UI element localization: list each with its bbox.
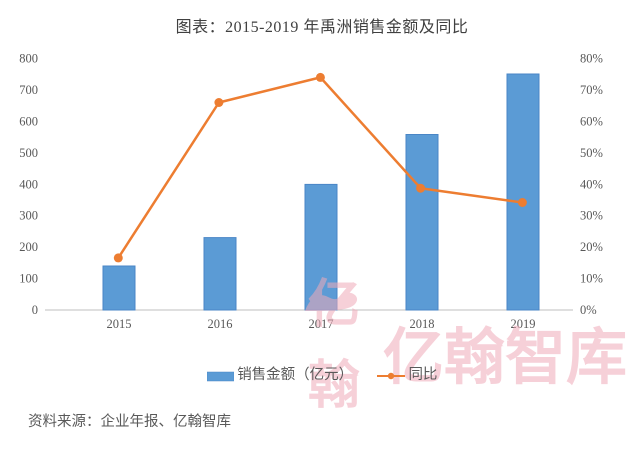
svg-text:10%: 10%: [580, 272, 603, 286]
svg-text:80%: 80%: [580, 52, 603, 66]
svg-text:30%: 30%: [580, 209, 603, 223]
svg-text:500: 500: [19, 146, 38, 160]
svg-text:0%: 0%: [580, 303, 597, 317]
svg-text:100: 100: [19, 272, 38, 286]
svg-text:700: 700: [19, 83, 38, 97]
svg-text:70%: 70%: [580, 83, 603, 97]
svg-text:亿: 亿: [308, 276, 360, 334]
svg-text:200: 200: [19, 240, 38, 254]
svg-text:0: 0: [32, 303, 38, 317]
svg-text:800: 800: [19, 52, 38, 66]
svg-text:600: 600: [19, 114, 38, 128]
svg-text:300: 300: [19, 209, 38, 223]
svg-text:50%: 50%: [580, 146, 603, 160]
svg-text:20%: 20%: [580, 240, 603, 254]
svg-text:400: 400: [19, 177, 38, 191]
svg-text:2016: 2016: [208, 317, 233, 331]
svg-text:40%: 40%: [580, 177, 603, 191]
svg-text:2015: 2015: [107, 317, 132, 331]
svg-text:60%: 60%: [580, 114, 603, 128]
